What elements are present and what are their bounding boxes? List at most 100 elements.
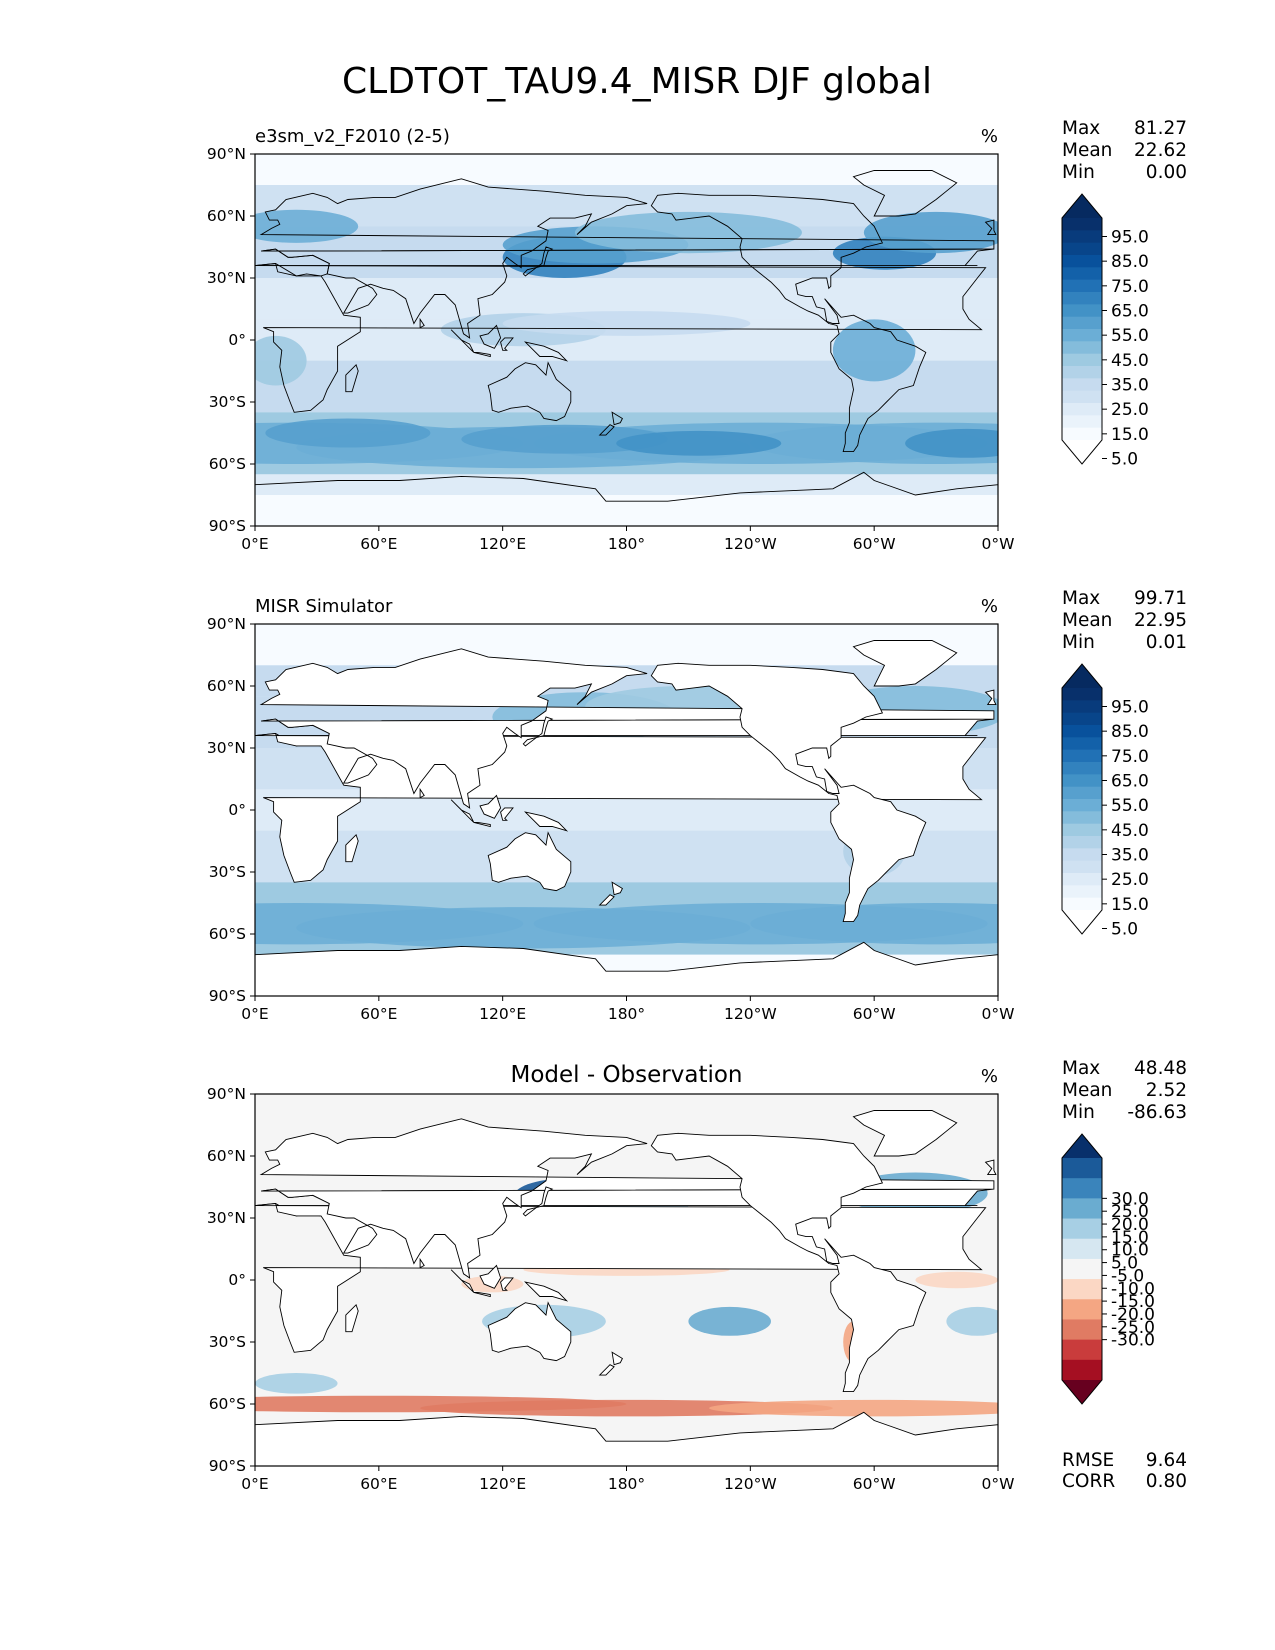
colorbar-tick-label: -5.0 bbox=[1111, 1266, 1144, 1286]
coastline bbox=[650, 1132, 927, 1393]
coastline bbox=[419, 317, 425, 329]
coastline bbox=[479, 1264, 502, 1289]
unit-label: % bbox=[981, 1066, 998, 1087]
colorbar-bin bbox=[1062, 390, 1102, 404]
coastline bbox=[255, 263, 987, 413]
lon-tick-label: 0°W bbox=[982, 535, 1015, 553]
coastline bbox=[255, 471, 998, 526]
colorbar-tick-label: 85.0 bbox=[1111, 252, 1149, 272]
colorbar-tick-label: 45.0 bbox=[1111, 351, 1149, 371]
colorbar-tick-label: 25.0 bbox=[1111, 870, 1149, 890]
cloud-feature bbox=[502, 311, 751, 336]
coastline bbox=[473, 1291, 491, 1298]
colorbar-extend-min bbox=[1062, 1380, 1102, 1404]
colorbar-extend-max bbox=[1062, 664, 1102, 688]
lon-tick-label: 180° bbox=[608, 1475, 645, 1493]
coastline bbox=[984, 689, 997, 706]
panel-title: MISR Simulator bbox=[255, 596, 393, 617]
colorbar-bin bbox=[1062, 700, 1102, 714]
cloud-feature bbox=[709, 1399, 998, 1417]
lat-tick-label: 30°N bbox=[207, 269, 246, 287]
cloud-feature bbox=[863, 211, 998, 254]
stat-label: Min bbox=[1062, 632, 1095, 653]
colorbar-bin bbox=[1062, 304, 1102, 318]
colorbar-bin bbox=[1062, 1198, 1102, 1220]
stat-value: 81.27 bbox=[1134, 118, 1187, 139]
coastline bbox=[345, 363, 359, 393]
lon-tick-label: 120°E bbox=[479, 535, 526, 553]
coastline bbox=[611, 1351, 623, 1366]
lat-tick-label: 0° bbox=[228, 801, 246, 819]
stat-label: Min bbox=[1062, 1102, 1095, 1123]
lat-tick-label: 60°S bbox=[209, 925, 246, 943]
stat-label: Max bbox=[1062, 1058, 1100, 1079]
colorbar-bin bbox=[1062, 762, 1102, 775]
cloud-feature bbox=[905, 428, 998, 458]
colorbar-bin bbox=[1062, 1158, 1102, 1179]
cloud-feature bbox=[255, 1373, 338, 1394]
lat-tick-label: 90°S bbox=[209, 1457, 246, 1475]
colorbar-bin bbox=[1062, 860, 1102, 874]
colorbar-outline bbox=[1061, 663, 1103, 935]
lat-tick-label: 60°N bbox=[207, 1147, 246, 1165]
metric-value: 9.64 bbox=[1146, 1450, 1187, 1471]
panel-reference: MISR Simulator % 90°N 60°N 30°N 0° 30°S 60°S 90°… bbox=[207, 588, 1187, 1023]
colorbar-tick-label: -15.0 bbox=[1111, 1292, 1155, 1312]
panels: e3sm_v2_F2010 (2-5) % 90°N 60°N 30°N 0° 30°S 60… bbox=[207, 118, 1187, 1493]
colorbar-bin bbox=[1062, 1238, 1102, 1260]
colorbar-bin bbox=[1062, 415, 1102, 429]
lon-tick-label: 60°W bbox=[853, 1005, 896, 1023]
lon-tick-label: 0°W bbox=[982, 1475, 1015, 1493]
unit-label: % bbox=[981, 596, 998, 617]
colorbar-bin bbox=[1062, 749, 1102, 763]
lon-tick-label: 60°E bbox=[360, 1475, 397, 1493]
colorbar-bin bbox=[1062, 1359, 1102, 1381]
colorbar-extend-max bbox=[1062, 1134, 1102, 1158]
colorbar-bin bbox=[1062, 1339, 1102, 1361]
coastline bbox=[487, 1301, 572, 1362]
colorbar-tick-label: 75.0 bbox=[1111, 277, 1149, 297]
lon-tick-label: 60°W bbox=[853, 535, 896, 553]
coastline bbox=[500, 1277, 514, 1291]
coastline bbox=[473, 821, 491, 828]
coastline bbox=[852, 1110, 958, 1157]
cloud-feature bbox=[688, 1306, 771, 1336]
cloud-feature bbox=[750, 903, 998, 945]
lat-tick-label: 60°N bbox=[207, 677, 246, 695]
colorbar-tick-label: -30.0 bbox=[1111, 1331, 1155, 1351]
colorbar-tick-label: -20.0 bbox=[1111, 1305, 1155, 1325]
colorbar-extend-max bbox=[1062, 194, 1102, 218]
lat-band bbox=[255, 154, 998, 185]
colorbar-bin bbox=[1062, 836, 1102, 849]
colorbar-bin bbox=[1062, 688, 1102, 701]
colorbar-bin bbox=[1062, 255, 1102, 268]
lat-tick-label: 30°S bbox=[209, 863, 246, 881]
coastline bbox=[523, 1281, 569, 1302]
metric-value: 0.80 bbox=[1146, 1471, 1187, 1492]
cloud-feature bbox=[255, 209, 359, 243]
colorbar-bin bbox=[1062, 712, 1102, 726]
colorbar-tick-label: 55.0 bbox=[1111, 326, 1149, 346]
colorbar-bin bbox=[1062, 353, 1102, 367]
coastline bbox=[650, 662, 927, 923]
lon-tick-label: 120°E bbox=[479, 1475, 526, 1493]
coastline bbox=[598, 894, 615, 906]
colorbar-bin bbox=[1062, 823, 1102, 837]
lon-tick-label: 180° bbox=[608, 535, 645, 553]
colorbar-bin bbox=[1062, 885, 1102, 899]
colorbar-bin bbox=[1062, 799, 1102, 812]
panel-difference: Model - Observation % 90°N 60°N 30°N 0° 30°S 60… bbox=[207, 1058, 1187, 1493]
coastline bbox=[984, 219, 997, 236]
cloud-feature bbox=[832, 319, 916, 382]
colorbar-bin bbox=[1062, 292, 1102, 305]
lon-tick-label: 180° bbox=[608, 1005, 645, 1023]
lat-band bbox=[255, 495, 998, 526]
coastline bbox=[984, 1159, 997, 1176]
coastline bbox=[650, 192, 927, 453]
colorbar-tick-label: 75.0 bbox=[1111, 747, 1149, 767]
map-field bbox=[255, 1094, 998, 1466]
panel-title: Model - Observation bbox=[510, 1062, 742, 1088]
cloud-feature bbox=[265, 418, 431, 448]
lat-tick-label: 30°S bbox=[209, 393, 246, 411]
